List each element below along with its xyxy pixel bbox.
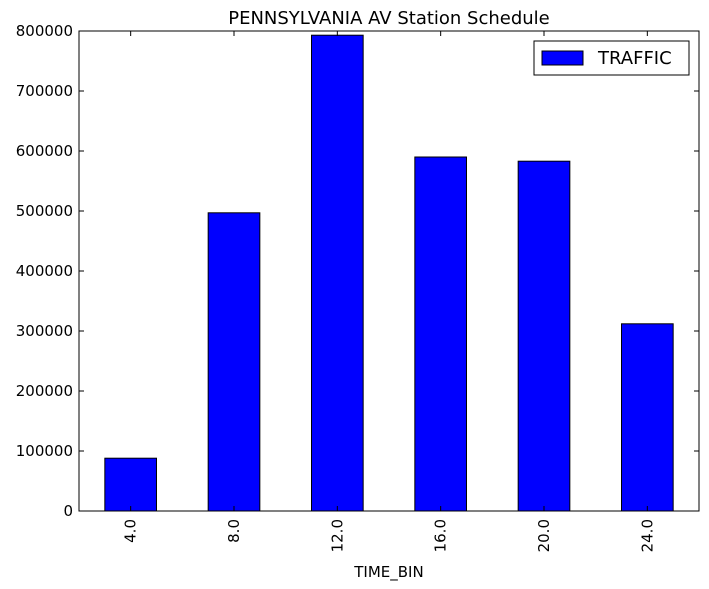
y-tick-label: 500000: [16, 202, 73, 220]
y-tick-label: 200000: [16, 382, 73, 400]
bar-12.0: [311, 34, 364, 512]
bar-16.0: [414, 156, 468, 512]
legend: TRAFFIC: [533, 40, 690, 76]
x-tick-label: 20.0: [535, 519, 553, 552]
x-tick-label: 24.0: [638, 519, 656, 552]
y-tick-label: 0: [63, 502, 73, 520]
x-axis-label: TIME_BIN: [353, 563, 423, 582]
y-tick-label: 700000: [16, 82, 73, 100]
legend-label-traffic: TRAFFIC: [597, 48, 672, 69]
legend-swatch-traffic: [541, 50, 584, 66]
x-tick-label: 16.0: [432, 519, 450, 552]
chart-title: PENNSYLVANIA AV Station Schedule: [228, 8, 550, 29]
x-axis: 4.0 8.0 12.0 16.0 20.0 24.0: [122, 31, 656, 552]
legend-box: [533, 40, 690, 76]
bar-24.0: [621, 323, 674, 512]
y-tick-label: 400000: [16, 262, 73, 280]
bar-20.0: [517, 160, 571, 512]
bar-8.0: [207, 212, 261, 512]
x-tick-label: 4.0: [122, 519, 140, 543]
y-tick-label: 800000: [16, 22, 73, 40]
y-tick-label: 600000: [16, 142, 73, 160]
y-tick-label: 100000: [16, 442, 73, 460]
x-tick-label: 12.0: [328, 519, 346, 552]
bars-group: [104, 34, 674, 512]
y-axis: 0 100000 200000 300000 400000 500000 600000 700…: [16, 22, 699, 520]
bar-4.0: [104, 457, 158, 512]
y-tick-label: 300000: [16, 322, 73, 340]
plot-area-frame: [78, 30, 700, 512]
x-tick-label: 8.0: [225, 519, 243, 543]
